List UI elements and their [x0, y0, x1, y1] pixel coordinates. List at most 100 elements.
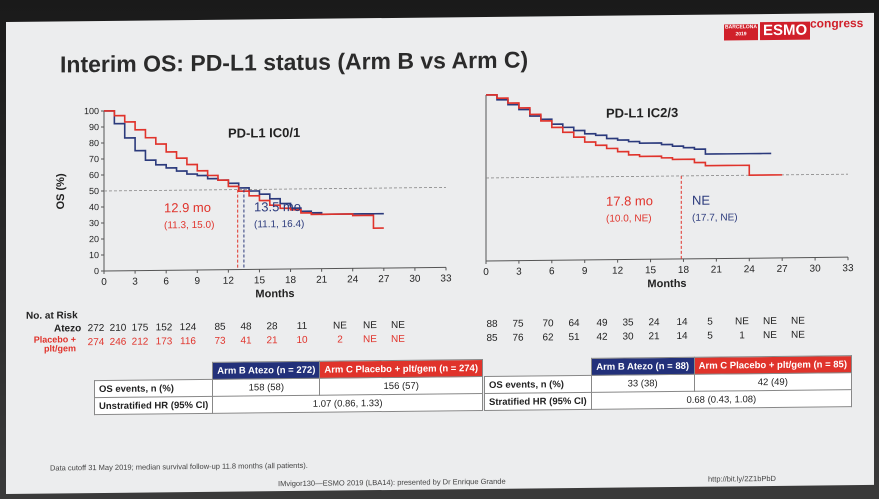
median-value-label: 17.8 mo [606, 193, 653, 208]
risk-count: NE [363, 320, 377, 332]
slide: BARCELONA 2019 ESMO congress Interim OS:… [6, 12, 874, 494]
risk-count: 48 [240, 321, 252, 333]
risk-count: 35 [622, 317, 634, 329]
risk-count: 24 [648, 317, 660, 329]
arm-c-value: 42 (49) [694, 372, 852, 392]
hazard-ratio-value: 1.07 (0.86, 1.33) [212, 393, 483, 414]
x-tick-label: 6 [549, 266, 555, 277]
x-axis [486, 256, 848, 262]
risk-count: 14 [676, 330, 688, 342]
arm-b-header: Arm B Atezo (n = 88) [591, 357, 695, 376]
risk-count: 70 [542, 318, 554, 330]
risk-count: 10 [296, 334, 308, 346]
x-tick-label: 15 [254, 275, 266, 286]
hazard-ratio-value: 0.68 (0.43, 1.08) [591, 389, 852, 410]
risk-count: NE [735, 316, 749, 328]
chart-title: PD-L1 IC0/1 [228, 125, 300, 141]
risk-count: 116 [180, 336, 196, 348]
x-tick-label: 9 [582, 266, 588, 277]
x-tick-label: 3 [132, 277, 138, 288]
chart-panel-1: 0 3 6 9 12 15 18 21 24 27 30 33 Months PD-L1 IC2/3 17.… [483, 94, 854, 290]
risk-count: 75 [512, 318, 524, 330]
x-tick-label: 18 [285, 275, 297, 286]
risk-count: 21 [266, 335, 278, 347]
arm-c-header: Arm C Placebo + plt/gem (n = 85) [694, 355, 852, 375]
x-tick-label: 24 [347, 274, 359, 285]
median-value-label: 13.5 mo [254, 199, 301, 214]
x-tick-label: 24 [744, 264, 756, 275]
x-tick-label: 9 [194, 276, 200, 287]
x-tick-label: 21 [711, 264, 723, 275]
risk-count: 21 [648, 331, 660, 343]
x-tick-label: 12 [223, 276, 235, 287]
risk-count: 5 [707, 330, 713, 342]
median-reference-line [486, 173, 848, 179]
table-row-label: Stratified HR (95% CI) [484, 392, 592, 411]
risk-count: 62 [542, 332, 554, 344]
y-axis-label: OS (%) [55, 173, 67, 210]
table-row-label: Unstratified HR (95% CI) [94, 396, 213, 415]
series-line-placebo [486, 94, 783, 177]
arm-b-header: Arm B Atezo (n = 272) [212, 361, 320, 380]
risk-count: 173 [155, 336, 173, 348]
summary-table-right: Arm B Atezo (n = 88) Arm C Placebo + plt/… [484, 355, 852, 411]
x-axis [104, 266, 446, 272]
risk-count: 124 [179, 322, 197, 334]
risk-count: 1 [739, 330, 745, 342]
x-tick-label: 27 [777, 264, 789, 275]
risk-label-atezo: Atezo [54, 323, 82, 335]
y-tick-label: 40 [89, 202, 99, 212]
x-tick-label: 15 [645, 265, 657, 276]
risk-count: 2 [337, 334, 343, 346]
summary-table-left: Arm B Atezo (n = 272) Arm C Placebo + plt… [94, 359, 483, 415]
risk-count: NE [791, 315, 805, 327]
risk-count: 175 [131, 322, 149, 334]
risk-count: NE [763, 315, 777, 328]
risk-count: NE [363, 334, 377, 346]
table-row-label: OS events, n (%) [484, 375, 592, 394]
risk-count: 274 [87, 336, 105, 349]
risk-count: NE [791, 329, 805, 341]
km-charts: 0 3 6 9 12 15 18 21 24 27 30 33Months01020304050607… [55, 94, 854, 300]
risk-count: 5 [707, 316, 713, 328]
y-tick-label: 30 [89, 218, 99, 228]
x-tick-label: 12 [612, 266, 624, 277]
x-tick-label: 0 [483, 267, 489, 278]
chart-title: PD-L1 IC2/3 [606, 105, 678, 121]
risk-count: 85 [214, 321, 226, 333]
series-line-atezo [486, 94, 772, 155]
risk-count: 76 [512, 332, 524, 344]
risk-count: 42 [596, 331, 608, 343]
risk-count: NE [763, 329, 777, 342]
risk-count: 49 [596, 317, 608, 329]
chart-panel-0: 0 3 6 9 12 15 18 21 24 27 30 33 Months 0 10 20 30 40 50 60 7… [55, 106, 452, 300]
x-tick-label: 27 [378, 274, 390, 285]
arm-b-value: 158 (58) [212, 378, 320, 397]
median-ci-label: (11.3, 15.0) [164, 220, 214, 232]
risk-count: 210 [109, 322, 127, 334]
risk-count: 246 [109, 336, 127, 348]
y-tick-label: 80 [89, 138, 99, 148]
x-tick-label: 33 [842, 263, 854, 274]
risk-count: 28 [266, 321, 278, 333]
risk-count: 41 [240, 335, 252, 347]
y-tick-label: 50 [89, 186, 99, 196]
x-tick-label: 30 [409, 274, 421, 285]
risk-count: 272 [87, 322, 105, 335]
arm-c-header: Arm C Placebo + plt/gem (n = 274) [319, 359, 483, 379]
y-tick-label: 10 [89, 250, 99, 260]
table-corner [485, 358, 592, 376]
risk-count: 14 [676, 316, 688, 328]
x-tick-label: 30 [810, 263, 822, 274]
x-tick-label: 21 [316, 275, 328, 286]
y-tick-label: 0 [94, 266, 99, 276]
risk-count: 85 [486, 332, 498, 344]
table-row-label: OS events, n (%) [94, 379, 213, 398]
x-axis-label: Months [255, 288, 294, 300]
risk-count: 11 [296, 320, 308, 332]
series-line-placebo [104, 110, 384, 229]
x-tick-label: 33 [440, 273, 452, 284]
risk-label-placebo: Placebo + plt/gem [33, 334, 76, 354]
reference-link[interactable]: http://bit.ly/2Z1bPbD [708, 473, 776, 484]
y-tick-label: 90 [89, 122, 99, 132]
